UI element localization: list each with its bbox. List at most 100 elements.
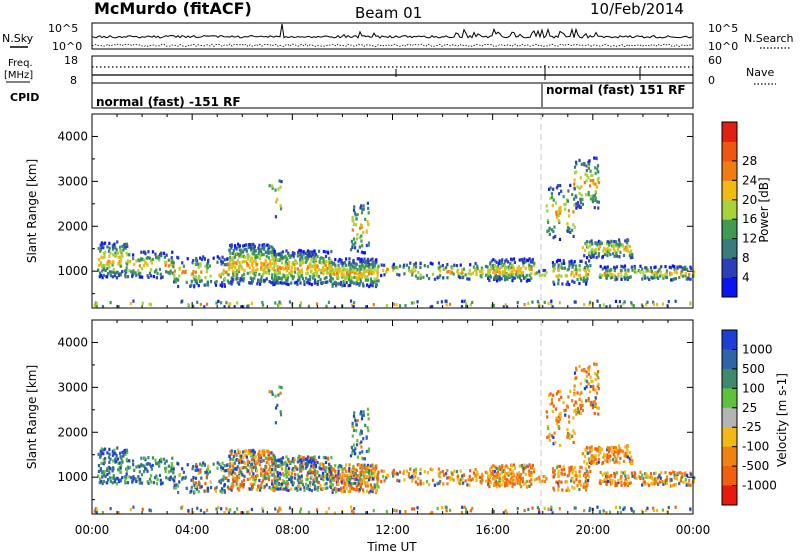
velocity-echo-cell (296, 460, 299, 464)
power-echo-cell (413, 263, 416, 267)
velocity-echo-cell (350, 474, 353, 478)
velocity-echo-cell (643, 480, 647, 484)
velocity-echo-cell (502, 511, 505, 515)
velocity-echo-cell (351, 482, 354, 486)
velocity-echo-cell (249, 465, 252, 469)
power-echo-cell (158, 256, 161, 260)
velocity-echo-cell (244, 465, 247, 470)
power-echo-cell (581, 197, 584, 201)
power-echo-cell (326, 271, 329, 275)
power-echo-cell (613, 249, 616, 253)
power-echo-cell (279, 207, 283, 211)
velocity-echo-cell (585, 374, 589, 379)
velocity-echo-cell (244, 453, 248, 458)
velocity-echo-cell (613, 471, 616, 475)
power-echo-cell (207, 260, 210, 264)
power-echo-cell (270, 280, 273, 285)
power-echo-cell (431, 262, 434, 266)
velocity-echo-cell (292, 459, 295, 463)
velocity-echo-cell (645, 472, 648, 476)
velocity-echo-cell (125, 472, 128, 476)
power-echo-cell (111, 275, 114, 279)
velocity-echo-cell (588, 457, 591, 461)
power-echo-cell (352, 265, 356, 270)
power-echo-cell (190, 272, 193, 276)
power-echo-cell (471, 271, 474, 275)
velocity-echo-cell (517, 480, 520, 484)
power-echo-cell (176, 278, 180, 282)
velocity-echo-cell (496, 470, 500, 474)
velocity-echo-cell (361, 488, 365, 492)
velocity-echo-cell (138, 470, 141, 474)
velocity-echo-cell (124, 450, 127, 454)
power-echo-cell (689, 266, 693, 271)
velocity-echo-cell (238, 450, 241, 454)
velocity-echo-cell (198, 482, 201, 486)
velocity-echo-cell (419, 479, 422, 483)
velocity-echo-cell (334, 487, 338, 491)
velocity-echo-cell (297, 456, 300, 460)
power-echo-cell (145, 256, 148, 260)
power-echo-cell (585, 164, 588, 168)
power-echo-cell (209, 274, 212, 278)
velocity-echo-cell (641, 473, 644, 477)
power-echo-cell (603, 273, 606, 277)
power-echo-cell (238, 260, 241, 265)
power-echo-cell (487, 274, 490, 278)
velocity-echo-cell (445, 472, 448, 476)
velocity-echo-cell (288, 506, 292, 510)
velocity-echo-cell (364, 474, 367, 479)
power-echo-cell (621, 243, 624, 247)
velocity-echo-cell (106, 451, 109, 455)
power-echo-cell (613, 269, 616, 273)
power-echo-cell (340, 270, 343, 274)
velocity-echo-cell (535, 477, 538, 481)
power-echo-cell (611, 272, 614, 277)
velocity-echo-cell (254, 461, 257, 465)
power-echo-cell (240, 305, 243, 309)
velocity-echo-cell (591, 403, 595, 407)
velocity-echo-cell (489, 473, 492, 478)
power-echo-cell (334, 265, 337, 270)
beam-title: Beam 01 (355, 4, 422, 22)
power-echo-cell (448, 302, 452, 306)
velocity-echo-cell (507, 471, 511, 475)
power-echo-cell (111, 263, 114, 267)
velocity-echo-cell (99, 467, 102, 471)
velocity-echo-cell (578, 474, 582, 478)
velocity-echo-cell (95, 510, 98, 514)
power-echo-cell (386, 267, 389, 271)
velocity-echo-cell (422, 481, 425, 485)
velocity-echo-cell (344, 463, 348, 467)
power-echo-cell (522, 260, 526, 265)
power-echo-cell (241, 250, 245, 254)
power-echo-cell (285, 282, 288, 286)
power-echo-cell (673, 267, 676, 271)
velocity-echo-cell (225, 476, 228, 480)
power-echo-cell (595, 241, 598, 245)
velocity-echo-cell (684, 477, 687, 482)
power-echo-cell (243, 247, 246, 252)
power-echo-cell (552, 229, 555, 234)
velocity-echo-cell (197, 471, 200, 475)
velocity-echo-cell (490, 509, 494, 513)
power-echo-cell (287, 253, 290, 257)
power-echo-cell (584, 261, 587, 265)
velocity-echo-cell (546, 415, 549, 419)
power-echo-cell (337, 266, 340, 270)
power-echo-cell (528, 263, 531, 267)
power-echo-cell (596, 200, 599, 204)
power-echo-cell (551, 305, 554, 309)
power-echo-cell (461, 299, 464, 303)
velocity-echo-cell (100, 451, 103, 456)
velocity-echo-cell (232, 464, 235, 468)
power-echo-cell (362, 207, 365, 211)
power-echo-cell (597, 239, 601, 244)
power-echo-cell (304, 260, 307, 264)
power-echo-cell (489, 261, 492, 265)
velocity-echo-cell (553, 469, 556, 473)
power-echo-cell (229, 262, 232, 266)
power-echo-cell (573, 187, 576, 191)
velocity-echo-cell (321, 471, 325, 475)
power-echo-cell (345, 271, 348, 275)
